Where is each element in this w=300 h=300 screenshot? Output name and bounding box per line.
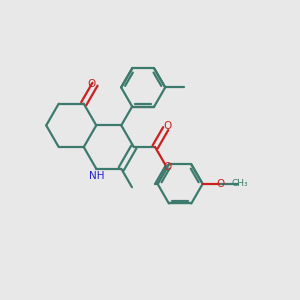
Text: O: O bbox=[87, 79, 96, 89]
Text: O: O bbox=[216, 179, 224, 189]
Text: O: O bbox=[163, 121, 171, 131]
Text: NH: NH bbox=[88, 171, 104, 181]
Text: CH₃: CH₃ bbox=[232, 179, 248, 188]
Text: O: O bbox=[163, 162, 171, 172]
